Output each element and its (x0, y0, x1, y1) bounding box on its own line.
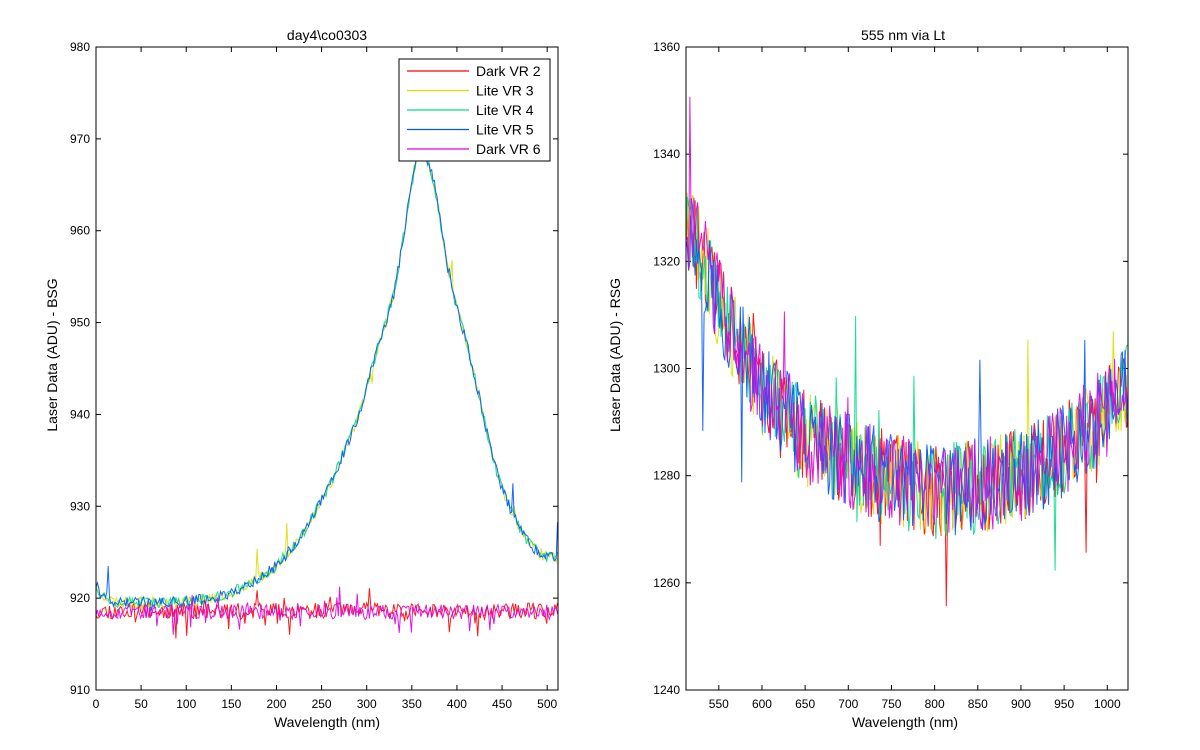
series-line-right-4 (685, 197, 1129, 536)
y-tick-label: 910 (70, 683, 90, 697)
x-tick-label: 150 (221, 697, 241, 711)
x-tick-label: 450 (492, 697, 512, 711)
series-line-left-4 (95, 149, 558, 611)
left-chart-title: day4\co0303 (287, 27, 367, 43)
y-tick-label: 970 (70, 132, 90, 146)
left-tick-labels: 0 50 100 150 200 250 300 350 400 450 500 910 920 930 9… (70, 40, 558, 711)
series-line-left-5 (95, 586, 558, 635)
right-chart-title: 555 nm via Lt (861, 27, 945, 43)
legend-label: Lite VR 5 (476, 122, 534, 138)
x-tick-label: 550 (709, 697, 729, 711)
right-axes-box (685, 46, 1129, 691)
legend-label: Dark VR 2 (476, 63, 541, 79)
right-tick-labels: 550 600 650 700 750 800 850 900 950 1000 1240 1260 1… (653, 40, 1121, 711)
y-tick-label: 960 (70, 224, 90, 238)
y-tick-label: 920 (70, 591, 90, 605)
x-tick-label: 100 (176, 697, 196, 711)
x-tick-label: 1000 (1094, 697, 1121, 711)
x-tick-label: 350 (402, 697, 422, 711)
y-tick-label: 1240 (653, 683, 680, 697)
y-tick-label: 1280 (653, 469, 680, 483)
legend-label: Dark VR 6 (476, 141, 541, 157)
x-tick-label: 400 (447, 697, 467, 711)
x-tick-label: 750 (881, 697, 901, 711)
x-tick-label: 850 (968, 697, 988, 711)
x-tick-label: 650 (795, 697, 815, 711)
y-tick-label: 940 (70, 407, 90, 421)
right-y-axis-label: Laser Data (ADU) - RSG (607, 278, 623, 432)
y-tick-label: 1360 (653, 40, 680, 54)
series-line-right-5 (685, 96, 1129, 533)
right-plot-area (686, 47, 1128, 690)
right-chart: 555 nm via Lt 550 600 650 700 750 800 850 900 95… (607, 27, 1129, 730)
series-line-left-1 (95, 588, 558, 639)
x-tick-label: 700 (838, 697, 858, 711)
left-x-axis-label: Wavelength (nm) (274, 714, 380, 730)
y-tick-label: 980 (70, 40, 90, 54)
left-y-axis-label: Laser Data (ADU) - BSG (44, 278, 60, 431)
legend-label: Lite VR 3 (476, 83, 534, 99)
y-tick-label: 1340 (653, 147, 680, 161)
x-tick-label: 800 (925, 697, 945, 711)
x-tick-label: 900 (1011, 697, 1031, 711)
legend-label: Lite VR 4 (476, 102, 534, 118)
x-tick-label: 250 (312, 697, 332, 711)
x-tick-label: 50 (134, 697, 148, 711)
x-tick-label: 200 (266, 697, 286, 711)
legend: Dark VR 2 Lite VR 3 Lite VR 4 Lite VR 5 Dark… (398, 58, 551, 162)
y-tick-label: 930 (70, 499, 90, 513)
x-tick-label: 300 (357, 697, 377, 711)
x-tick-label: 600 (752, 697, 772, 711)
x-tick-label: 0 (93, 697, 100, 711)
legend-items: Dark VR 2 Lite VR 3 Lite VR 4 Lite VR 5 Dark… (407, 63, 541, 157)
y-tick-label: 1260 (653, 576, 680, 590)
y-tick-label: 950 (70, 316, 90, 330)
left-chart: day4\co0303 0 50 100 150 200 250 300 350 400 450 5… (44, 27, 559, 730)
right-series-group (685, 96, 1129, 607)
y-tick-label: 1320 (653, 254, 680, 268)
y-tick-label: 1300 (653, 362, 680, 376)
x-tick-label: 500 (537, 697, 557, 711)
left-ticks (95, 46, 558, 691)
left-series-group (95, 118, 558, 639)
x-tick-label: 950 (1054, 697, 1074, 711)
left-axes-box (95, 46, 559, 691)
right-x-axis-label: Wavelength (nm) (852, 714, 958, 730)
